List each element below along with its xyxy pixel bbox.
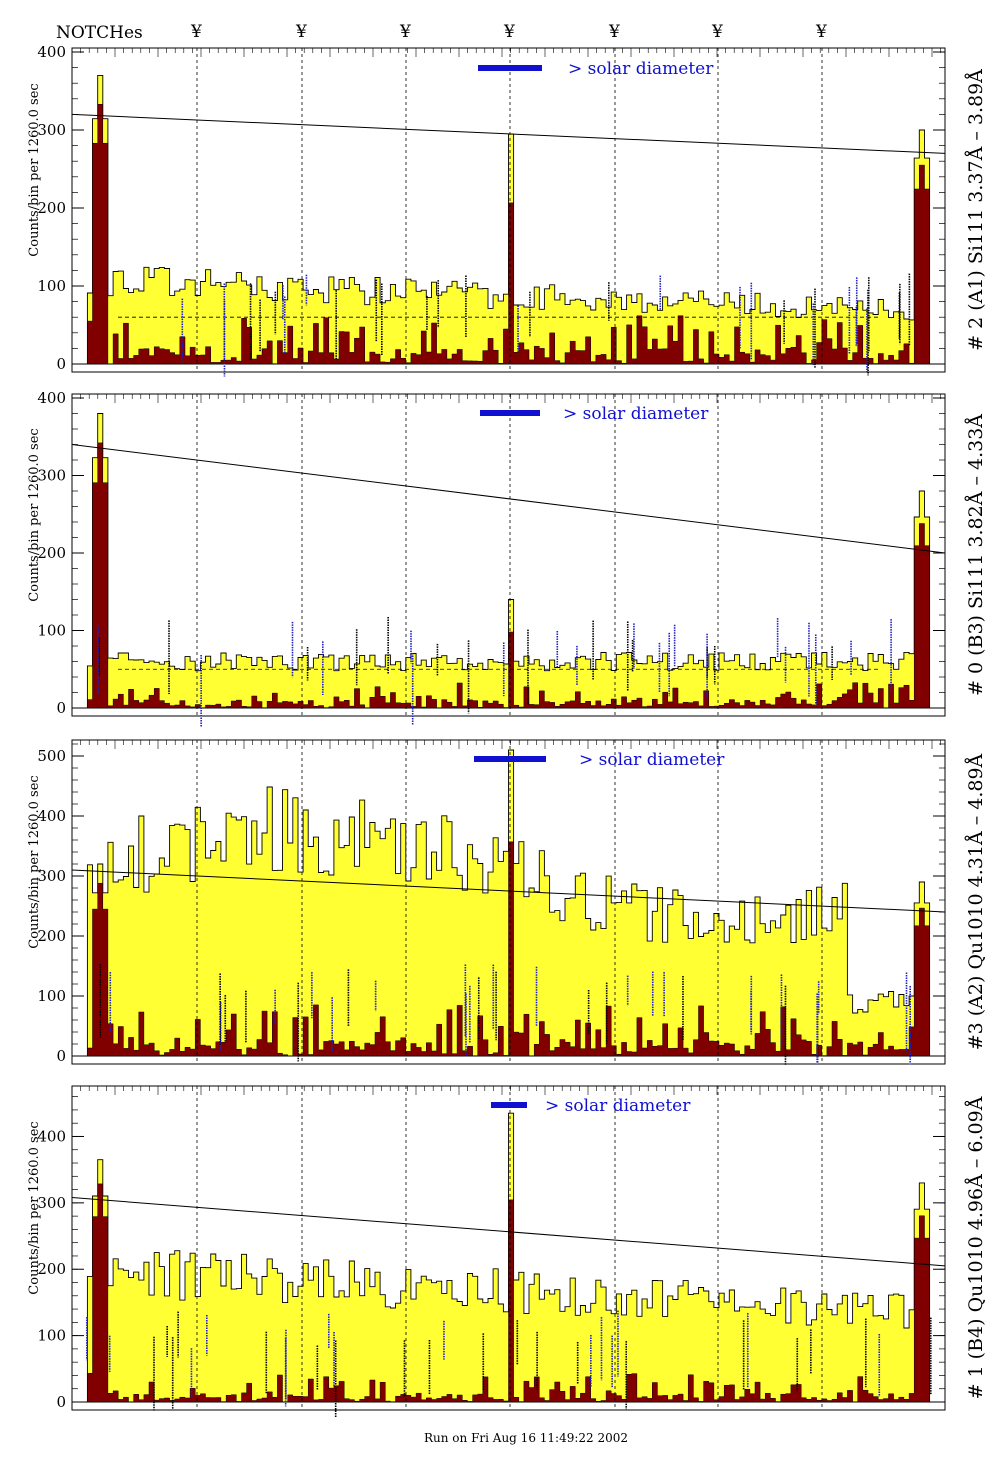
y-tick-label: 300 [37,867,66,885]
notch-marker: ¥ [815,22,827,42]
y-tick-label: 400 [37,807,66,825]
y-axis-label: Counts/bin per 1260.0 sec [27,775,42,948]
y-tick-label: 100 [37,1327,66,1345]
y-tick-label: 100 [37,277,66,295]
notches-header: NOTCHes [56,23,143,43]
y-tick-label: 0 [56,355,66,373]
trend-line [71,869,946,913]
trend-line [71,113,946,154]
solar-diameter-bar [474,756,546,762]
panel-frame [71,393,946,717]
trend-line [71,1197,946,1267]
y-tick-label: 300 [37,121,66,139]
solar-diameter-label: > solar diameter [563,404,709,424]
run-footer: Run on Fri Aug 16 11:49:22 2002 [424,1431,628,1445]
subset-counts-area [72,442,945,709]
panel-title: # 1 (B4) Qu1010 4.96Å – 6.09Å [965,1096,987,1399]
y-axis-label: Counts/bin per 1260.0 sec [27,83,42,256]
panel-title: # 0 (B3) Si111 3.82Å – 4.33Å [965,414,987,696]
notch-marker: ¥ [295,22,307,42]
y-tick-label: 0 [56,699,66,717]
solar-diameter-label: > solar diameter [545,1096,691,1116]
y-tick-label: 400 [37,1127,66,1145]
trend-line [71,444,946,554]
y-tick-label: 400 [37,43,66,61]
panel-title: #3 (A2) Qu1010 4.31Å – 4.89Å [965,753,987,1050]
subset-counts-area [72,104,945,365]
y-tick-label: 200 [37,199,66,217]
panel-frame [71,1085,946,1411]
spectrum-panel: 0 100 200 300 400 500 Counts/bin per 1260.0 se… [27,739,987,1065]
y-tick-label: 200 [37,1260,66,1278]
y-tick-label: 500 [37,747,66,765]
notch-marker: ¥ [503,22,515,42]
panel-frame [71,739,946,1065]
solar-diameter-bar [478,65,542,71]
y-tick-label: 100 [37,622,66,640]
y-tick-label: 300 [37,1194,66,1212]
notch-marker: ¥ [190,22,202,42]
panel-frame [71,47,946,373]
y-tick-label: 300 [37,467,66,485]
y-axis-label: Counts/bin per 1260.0 sec [27,428,42,601]
solar-diameter-bar [480,410,540,416]
notch-marker: ¥ [711,22,723,42]
spectrum-panel: 0 100 200 300 400 Counts/bin per 1260.0 sec # … [27,43,987,377]
solar-diameter-label: > solar diameter [568,59,714,79]
solar-diameter-label: > solar diameter [579,750,725,770]
y-tick-label: 200 [37,927,66,945]
y-tick-label: 200 [37,544,66,562]
y-tick-label: 100 [37,987,66,1005]
y-tick-label: 400 [37,389,66,407]
notch-marker: ¥ [399,22,411,42]
solar-diameter-bar [491,1102,527,1108]
y-tick-label: 0 [56,1393,66,1411]
notch-markers: ¥ ¥ ¥ ¥ ¥ ¥ ¥ [190,22,827,42]
y-axis-label: Counts/bin per 1260.0 sec [27,1121,42,1294]
notch-marker: ¥ [608,22,620,42]
spectrum-panel: 0 100 200 300 400 Counts/bin per 1260.0 sec # … [27,389,987,728]
y-tick-label: 0 [56,1047,66,1065]
panel-title: # 2 (A1) Si111 3.37Å – 3.89Å [965,69,987,351]
